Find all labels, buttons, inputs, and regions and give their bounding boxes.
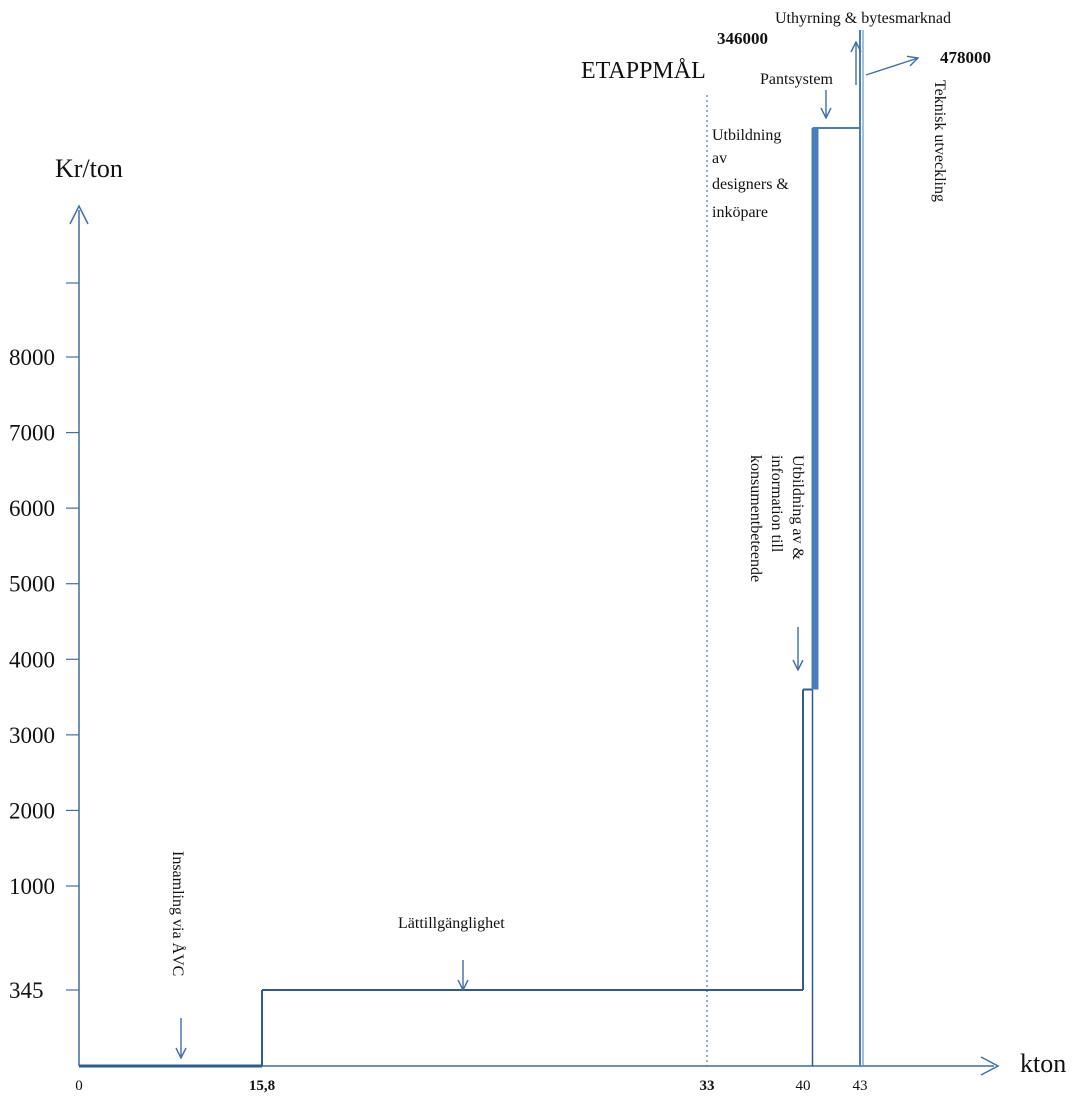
- annotation-teknisk: Teknisk utveckling: [931, 80, 948, 202]
- annotation-arrows: [181, 42, 918, 1058]
- y-ticks: 345 1000 2000 3000 4000 5000 6000 7000 8000: [9, 345, 79, 1003]
- step-3-band: [813, 128, 819, 690]
- x-ticks: 0 15,8 33 40 43: [75, 1078, 867, 1094]
- y-tick-label-2: 2000: [9, 798, 55, 823]
- y-axis-arrowhead: [69, 204, 89, 225]
- annotation-insamling: Insamling via ÅVC: [169, 851, 187, 976]
- annotation-uthyrning: Uthyrning & bytesmarknad: [775, 10, 951, 27]
- value-label-478000: 478000: [940, 48, 991, 67]
- arrow-teknisk: [865, 58, 918, 76]
- annotation-pantsystem: Pantsystem: [760, 71, 833, 88]
- annotation-utbildning-designers-line1: Utbildning: [712, 127, 781, 144]
- annotation-lattillganglighet: Lättillgänglighet: [398, 915, 505, 932]
- y-tick-label-3: 3000: [9, 723, 55, 748]
- x-axis-title: kton: [1020, 1049, 1066, 1078]
- annotation-utbildning-konsument-line3: konsumentbeteende: [747, 455, 764, 582]
- y-tick-label-4: 4000: [9, 647, 55, 672]
- annotation-utbildning-designers-line3: designers &: [712, 176, 789, 193]
- y-tick-label-6: 6000: [9, 496, 55, 521]
- y-tick-label-0: 345: [9, 978, 44, 1003]
- y-tick-label-1: 1000: [9, 874, 55, 899]
- x-tick-label-4: 43: [853, 1078, 868, 1094]
- y-tick-label-8: 8000: [9, 345, 55, 370]
- annotation-utbildning-konsument: Utbildning av & information till konsume…: [747, 455, 806, 582]
- annotation-utbildning-designers-line2: av: [712, 150, 727, 167]
- milestone-label: ETAPPMÅL: [581, 58, 706, 84]
- annotation-utbildning-konsument-line1: Utbildning av &: [789, 455, 806, 560]
- y-tick-label-5: 5000: [9, 572, 55, 597]
- x-axis-arrowhead: [980, 1056, 1000, 1076]
- x-tick-label-2: 33: [700, 1078, 715, 1094]
- series-steps: [79, 30, 864, 1068]
- annotation-utbildning-designers: Utbildning av designers & inköpare: [712, 127, 793, 221]
- annotation-utbildning-designers-line4: inköpare: [712, 204, 768, 221]
- x-tick-label-1: 15,8: [249, 1078, 275, 1094]
- x-tick-label-0: 0: [75, 1078, 83, 1094]
- y-tick-label-7: 7000: [9, 421, 55, 446]
- y-axis-title: Kr/ton: [55, 154, 123, 183]
- value-label-346000: 346000: [717, 29, 768, 48]
- annotation-utbildning-konsument-line2: information till: [768, 455, 785, 553]
- x-tick-label-3: 40: [796, 1078, 811, 1094]
